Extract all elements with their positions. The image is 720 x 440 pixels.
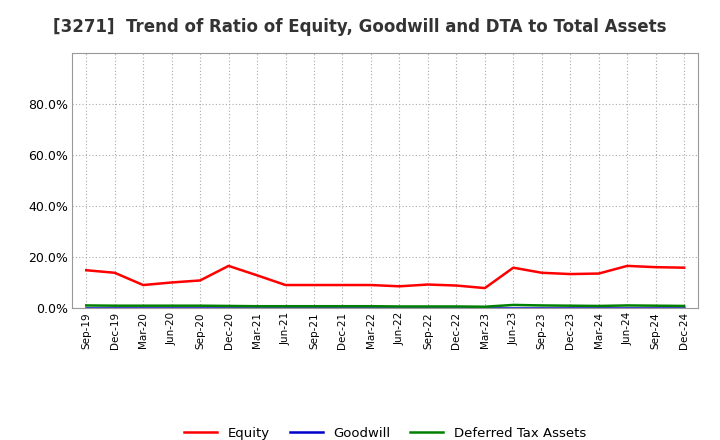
Equity bbox=[423, 282, 432, 287]
Goodwill bbox=[452, 305, 461, 310]
Equity bbox=[566, 271, 575, 277]
Goodwill bbox=[196, 305, 204, 310]
Equity bbox=[623, 263, 631, 268]
Equity bbox=[652, 264, 660, 270]
Goodwill bbox=[338, 305, 347, 310]
Deferred Tax Assets bbox=[196, 303, 204, 308]
Deferred Tax Assets bbox=[652, 303, 660, 308]
Text: [3271]  Trend of Ratio of Equity, Goodwill and DTA to Total Assets: [3271] Trend of Ratio of Equity, Goodwil… bbox=[53, 18, 667, 36]
Goodwill bbox=[82, 305, 91, 310]
Line: Deferred Tax Assets: Deferred Tax Assets bbox=[86, 305, 684, 307]
Goodwill bbox=[423, 305, 432, 310]
Goodwill bbox=[480, 305, 489, 310]
Equity bbox=[595, 271, 603, 276]
Goodwill bbox=[680, 305, 688, 310]
Goodwill bbox=[566, 305, 575, 310]
Legend: Equity, Goodwill, Deferred Tax Assets: Equity, Goodwill, Deferred Tax Assets bbox=[179, 422, 591, 440]
Goodwill bbox=[310, 305, 318, 310]
Deferred Tax Assets bbox=[566, 303, 575, 308]
Goodwill bbox=[167, 305, 176, 310]
Line: Equity: Equity bbox=[86, 266, 684, 288]
Deferred Tax Assets bbox=[623, 303, 631, 308]
Deferred Tax Assets bbox=[167, 303, 176, 308]
Equity bbox=[225, 263, 233, 268]
Equity bbox=[509, 265, 518, 270]
Equity bbox=[310, 282, 318, 288]
Deferred Tax Assets bbox=[366, 304, 375, 309]
Deferred Tax Assets bbox=[680, 303, 688, 308]
Equity bbox=[480, 286, 489, 291]
Goodwill bbox=[537, 305, 546, 310]
Deferred Tax Assets bbox=[595, 303, 603, 308]
Equity bbox=[110, 270, 119, 275]
Goodwill bbox=[139, 305, 148, 310]
Equity bbox=[139, 282, 148, 288]
Deferred Tax Assets bbox=[82, 303, 91, 308]
Deferred Tax Assets bbox=[480, 304, 489, 309]
Deferred Tax Assets bbox=[282, 304, 290, 309]
Goodwill bbox=[595, 305, 603, 310]
Goodwill bbox=[225, 305, 233, 310]
Equity bbox=[395, 284, 404, 289]
Equity bbox=[680, 265, 688, 270]
Equity bbox=[82, 268, 91, 273]
Goodwill bbox=[395, 305, 404, 310]
Equity bbox=[452, 283, 461, 288]
Deferred Tax Assets bbox=[509, 302, 518, 308]
Goodwill bbox=[110, 305, 119, 310]
Equity bbox=[253, 273, 261, 278]
Goodwill bbox=[282, 305, 290, 310]
Deferred Tax Assets bbox=[452, 304, 461, 309]
Deferred Tax Assets bbox=[225, 303, 233, 308]
Goodwill bbox=[652, 305, 660, 310]
Goodwill bbox=[623, 305, 631, 310]
Deferred Tax Assets bbox=[253, 304, 261, 309]
Equity bbox=[537, 270, 546, 275]
Deferred Tax Assets bbox=[423, 304, 432, 309]
Equity bbox=[366, 282, 375, 288]
Goodwill bbox=[253, 305, 261, 310]
Goodwill bbox=[366, 305, 375, 310]
Deferred Tax Assets bbox=[139, 303, 148, 308]
Deferred Tax Assets bbox=[338, 304, 347, 309]
Deferred Tax Assets bbox=[395, 304, 404, 309]
Deferred Tax Assets bbox=[537, 303, 546, 308]
Equity bbox=[338, 282, 347, 288]
Goodwill bbox=[509, 305, 518, 310]
Equity bbox=[196, 278, 204, 283]
Equity bbox=[167, 280, 176, 285]
Equity bbox=[282, 282, 290, 288]
Deferred Tax Assets bbox=[110, 303, 119, 308]
Deferred Tax Assets bbox=[310, 304, 318, 309]
